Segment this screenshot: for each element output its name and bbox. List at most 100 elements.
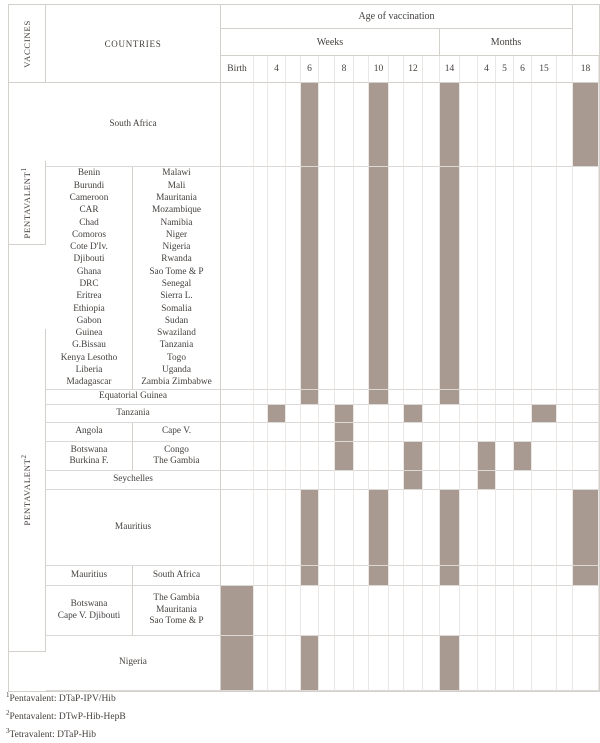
schedule-cell <box>532 636 557 691</box>
country-name: Sudan <box>164 315 189 326</box>
country-name: Guinea <box>75 328 103 339</box>
country-name: Sierra L. <box>160 291 193 302</box>
schedule-cell <box>286 405 301 423</box>
schedule-cell <box>573 586 599 636</box>
column-label-cell: 8 <box>335 56 354 83</box>
schedule-cell <box>369 83 389 167</box>
schedule-cell <box>254 442 268 471</box>
schedule-cell <box>496 490 514 566</box>
schedule-cell <box>221 566 254 586</box>
schedule-cell <box>301 83 319 167</box>
schedule-cell <box>354 390 369 405</box>
schedule-cell <box>440 586 460 636</box>
footnote-text: Tetravalent: DTaP-Hib <box>9 730 97 740</box>
schedule-cell <box>286 636 301 691</box>
country-name: South Africa <box>109 118 157 129</box>
schedule-cell <box>478 471 496 490</box>
country-name: Nigeria <box>162 242 191 253</box>
schedule-cell <box>557 405 573 423</box>
country-name: Swaziland <box>157 328 196 339</box>
schedule-cell <box>440 636 460 691</box>
schedule-cell <box>460 490 478 566</box>
schedule-cell <box>440 423 460 442</box>
schedule-cell <box>532 471 557 490</box>
schedule-cell <box>254 390 268 405</box>
schedule-cell <box>221 442 254 471</box>
schedule-cell <box>301 566 319 586</box>
country-cell: South Africa <box>46 83 221 167</box>
column-label-cell: 14 <box>440 56 460 83</box>
schedule-cell <box>254 83 268 167</box>
schedule-cell <box>286 390 301 405</box>
schedule-cell <box>268 490 286 566</box>
schedule-cell <box>423 390 440 405</box>
schedule-cell <box>514 442 532 471</box>
schedule-cell <box>460 83 478 167</box>
schedule-cell <box>301 390 319 405</box>
schedule-cell <box>389 390 404 405</box>
schedule-cell <box>532 566 557 586</box>
schedule-cell <box>254 490 268 566</box>
schedule-cell <box>404 471 423 490</box>
schedule-cell <box>423 405 440 423</box>
footnote: 3Tetravalent: DTaP-Hib <box>6 727 97 740</box>
country-name: Burkina F. <box>69 456 109 466</box>
schedule-cell <box>532 83 557 167</box>
schedule-cell <box>478 167 496 390</box>
schedule-cell <box>557 442 573 471</box>
schedule-cell <box>354 423 369 442</box>
schedule-cell <box>301 636 319 691</box>
country-name: Rwanda <box>161 254 192 265</box>
schedule-cell <box>423 490 440 566</box>
schedule-cell <box>478 636 496 691</box>
schedule-cell <box>496 566 514 586</box>
schedule-cell <box>221 471 254 490</box>
schedule-cell <box>404 490 423 566</box>
country-name: Kenya Lesotho <box>60 352 118 363</box>
country-name: Sao Tome & P <box>149 616 204 627</box>
schedule-cell <box>254 405 268 423</box>
schedule-cell <box>254 167 268 390</box>
schedule-cell <box>404 566 423 586</box>
country-cell: South Africa <box>133 566 221 586</box>
schedule-cell <box>404 423 423 442</box>
footnote: 2Pentavalent: DTwP-Hib-HepB <box>6 709 126 722</box>
schedule-cell <box>404 405 423 423</box>
schedule-cell <box>254 423 268 442</box>
column-label-cell <box>286 56 301 83</box>
country-name: Botswana <box>70 444 108 455</box>
schedule-cell <box>319 390 335 405</box>
schedule-cell <box>335 405 354 423</box>
schedule-cell <box>496 390 514 405</box>
schedule-cell <box>557 167 573 390</box>
country-name: Cape V. <box>161 426 192 437</box>
schedule-cell <box>440 471 460 490</box>
schedule-cell <box>268 471 286 490</box>
schedule-cell <box>404 390 423 405</box>
schedule-cell <box>573 83 599 167</box>
country-name: Burundi <box>73 180 105 191</box>
schedule-cell <box>254 636 268 691</box>
vaccine-group-label: PENTAVALENT2 <box>9 329 46 652</box>
schedule-cell <box>221 586 254 636</box>
schedule-cell <box>573 636 599 691</box>
country-cell: Angola <box>46 423 133 442</box>
schedule-cell <box>369 586 389 636</box>
schedule-cell <box>319 586 335 636</box>
schedule-cell <box>221 423 254 442</box>
country-name: Comoros <box>71 229 107 240</box>
schedule-cell <box>286 566 301 586</box>
schedule-cell <box>440 490 460 566</box>
schedule-cell <box>478 566 496 586</box>
schedule-cell <box>423 442 440 471</box>
country-name: Chad <box>79 217 99 228</box>
country-name: Madagascar <box>66 377 112 388</box>
schedule-cell <box>254 471 268 490</box>
schedule-cell <box>268 390 286 405</box>
schedule-cell <box>573 405 599 423</box>
schedule-cell <box>404 83 423 167</box>
schedule-cell <box>557 636 573 691</box>
country-cell: Congo The Gambia <box>133 442 221 471</box>
schedule-cell <box>335 566 354 586</box>
country-name: Somalia <box>161 303 192 314</box>
